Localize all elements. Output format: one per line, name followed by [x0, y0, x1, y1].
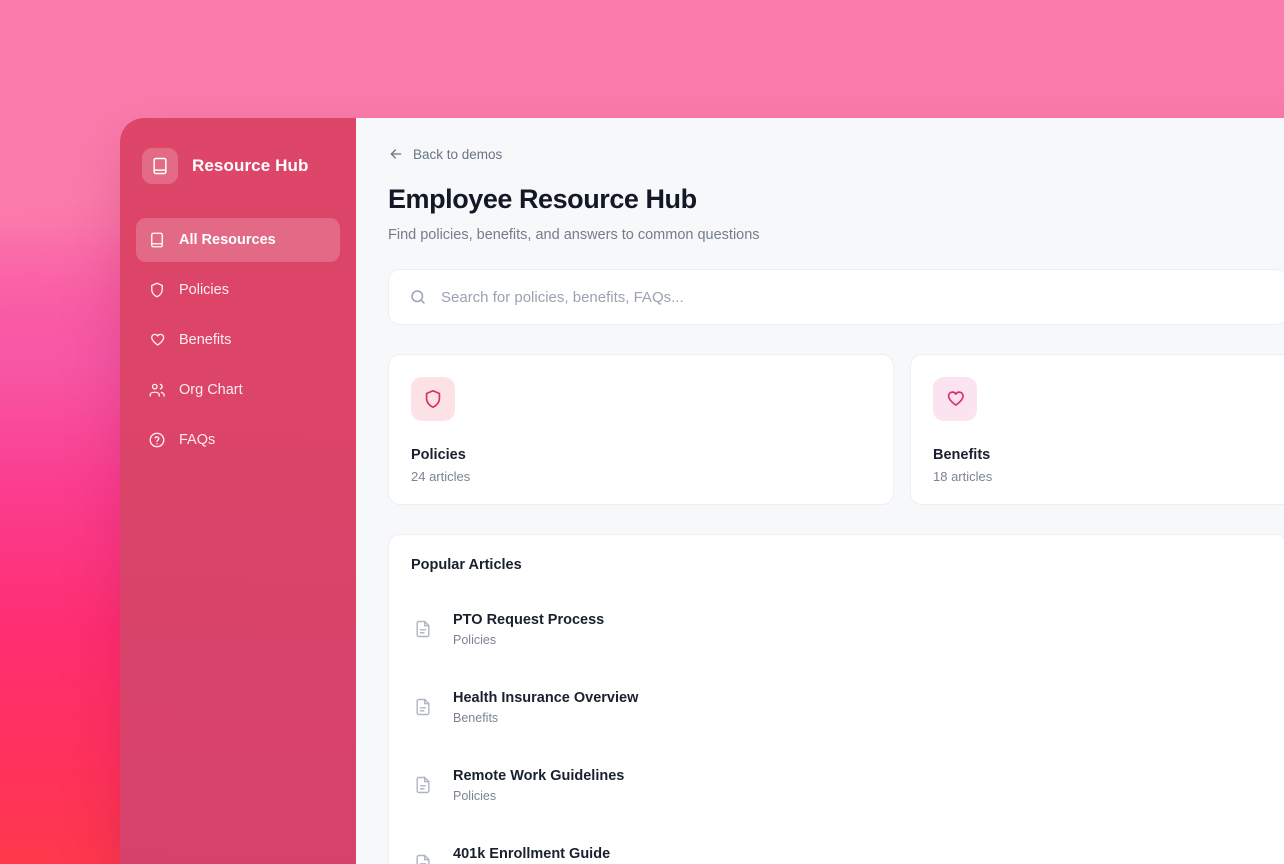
article-title: Health Insurance Overview — [453, 689, 639, 706]
sidebar-nav: All Resources Policies Benefits — [136, 218, 340, 462]
document-icon — [413, 775, 433, 795]
category-count: 18 articles — [933, 469, 993, 484]
shield-icon — [148, 281, 166, 299]
brand-name: Resource Hub — [192, 156, 309, 175]
document-icon — [413, 619, 433, 639]
document-icon — [413, 697, 433, 717]
category-name: Benefits — [933, 447, 991, 463]
category-card-benefits[interactable]: Benefits 18 articles — [910, 354, 1284, 505]
brand: Resource Hub — [136, 142, 340, 184]
sidebar-item-label: FAQs — [179, 432, 216, 448]
sidebar-item-label: All Resources — [179, 232, 276, 248]
sidebar-item-org-chart[interactable]: Org Chart — [136, 368, 340, 412]
search-input[interactable] — [441, 288, 1267, 306]
shield-icon — [411, 377, 455, 421]
popular-articles-title: Popular Articles — [411, 557, 522, 573]
article-title: Remote Work Guidelines — [453, 767, 625, 784]
page-subtitle: Find policies, benefits, and answers to … — [388, 227, 760, 243]
sidebar-item-policies[interactable]: Policies — [136, 268, 340, 312]
article-title: 401k Enrollment Guide — [453, 845, 611, 862]
users-icon — [148, 381, 166, 399]
category-card-policies[interactable]: Policies 24 articles — [388, 354, 894, 505]
article-category: Policies — [453, 632, 497, 647]
back-to-demos-link[interactable]: Back to demos — [388, 146, 502, 162]
category-count: 24 articles — [411, 469, 471, 484]
sidebar-item-label: Org Chart — [179, 382, 243, 398]
sidebar: Resource Hub All Resources Poli — [120, 118, 356, 864]
article-title: PTO Request Process — [453, 611, 605, 628]
article-list-item[interactable]: PTO Request Process Policies — [411, 601, 1265, 657]
sidebar-item-all-resources[interactable]: All Resources — [136, 218, 340, 262]
article-category: Policies — [453, 788, 497, 803]
article-list-item[interactable]: Remote Work Guidelines Policies — [411, 757, 1265, 813]
popular-articles-panel: Popular Articles PTO Request Process Pol… — [388, 534, 1284, 864]
category-cards: Policies 24 articles Benefits 18 article… — [356, 325, 1284, 505]
sidebar-item-label: Policies — [179, 282, 229, 298]
search-box[interactable] — [388, 269, 1284, 325]
book-icon — [142, 148, 178, 184]
book-icon — [148, 231, 166, 249]
heart-icon — [933, 377, 977, 421]
search-icon — [409, 288, 427, 306]
question-circle-icon — [148, 431, 166, 449]
article-list-item[interactable]: Health Insurance Overview Benefits — [411, 679, 1265, 735]
arrow-left-icon — [388, 146, 404, 162]
sidebar-item-label: Benefits — [179, 332, 232, 348]
article-list-item[interactable]: 401k Enrollment Guide Benefits — [411, 835, 1265, 864]
category-name: Policies — [411, 447, 466, 463]
back-link-label: Back to demos — [413, 146, 503, 162]
page-header: Back to demos Employee Resource Hub Find… — [356, 118, 1284, 269]
heart-icon — [148, 331, 166, 349]
sidebar-item-faqs[interactable]: FAQs — [136, 418, 340, 462]
document-icon — [413, 853, 433, 864]
article-category: Benefits — [453, 710, 499, 725]
page-title: Employee Resource Hub — [388, 184, 697, 214]
main-content: Back to demos Employee Resource Hub Find… — [356, 118, 1284, 864]
app-window: Resource Hub All Resources Poli — [120, 118, 1284, 864]
sidebar-item-benefits[interactable]: Benefits — [136, 318, 340, 362]
search-section — [356, 269, 1284, 325]
